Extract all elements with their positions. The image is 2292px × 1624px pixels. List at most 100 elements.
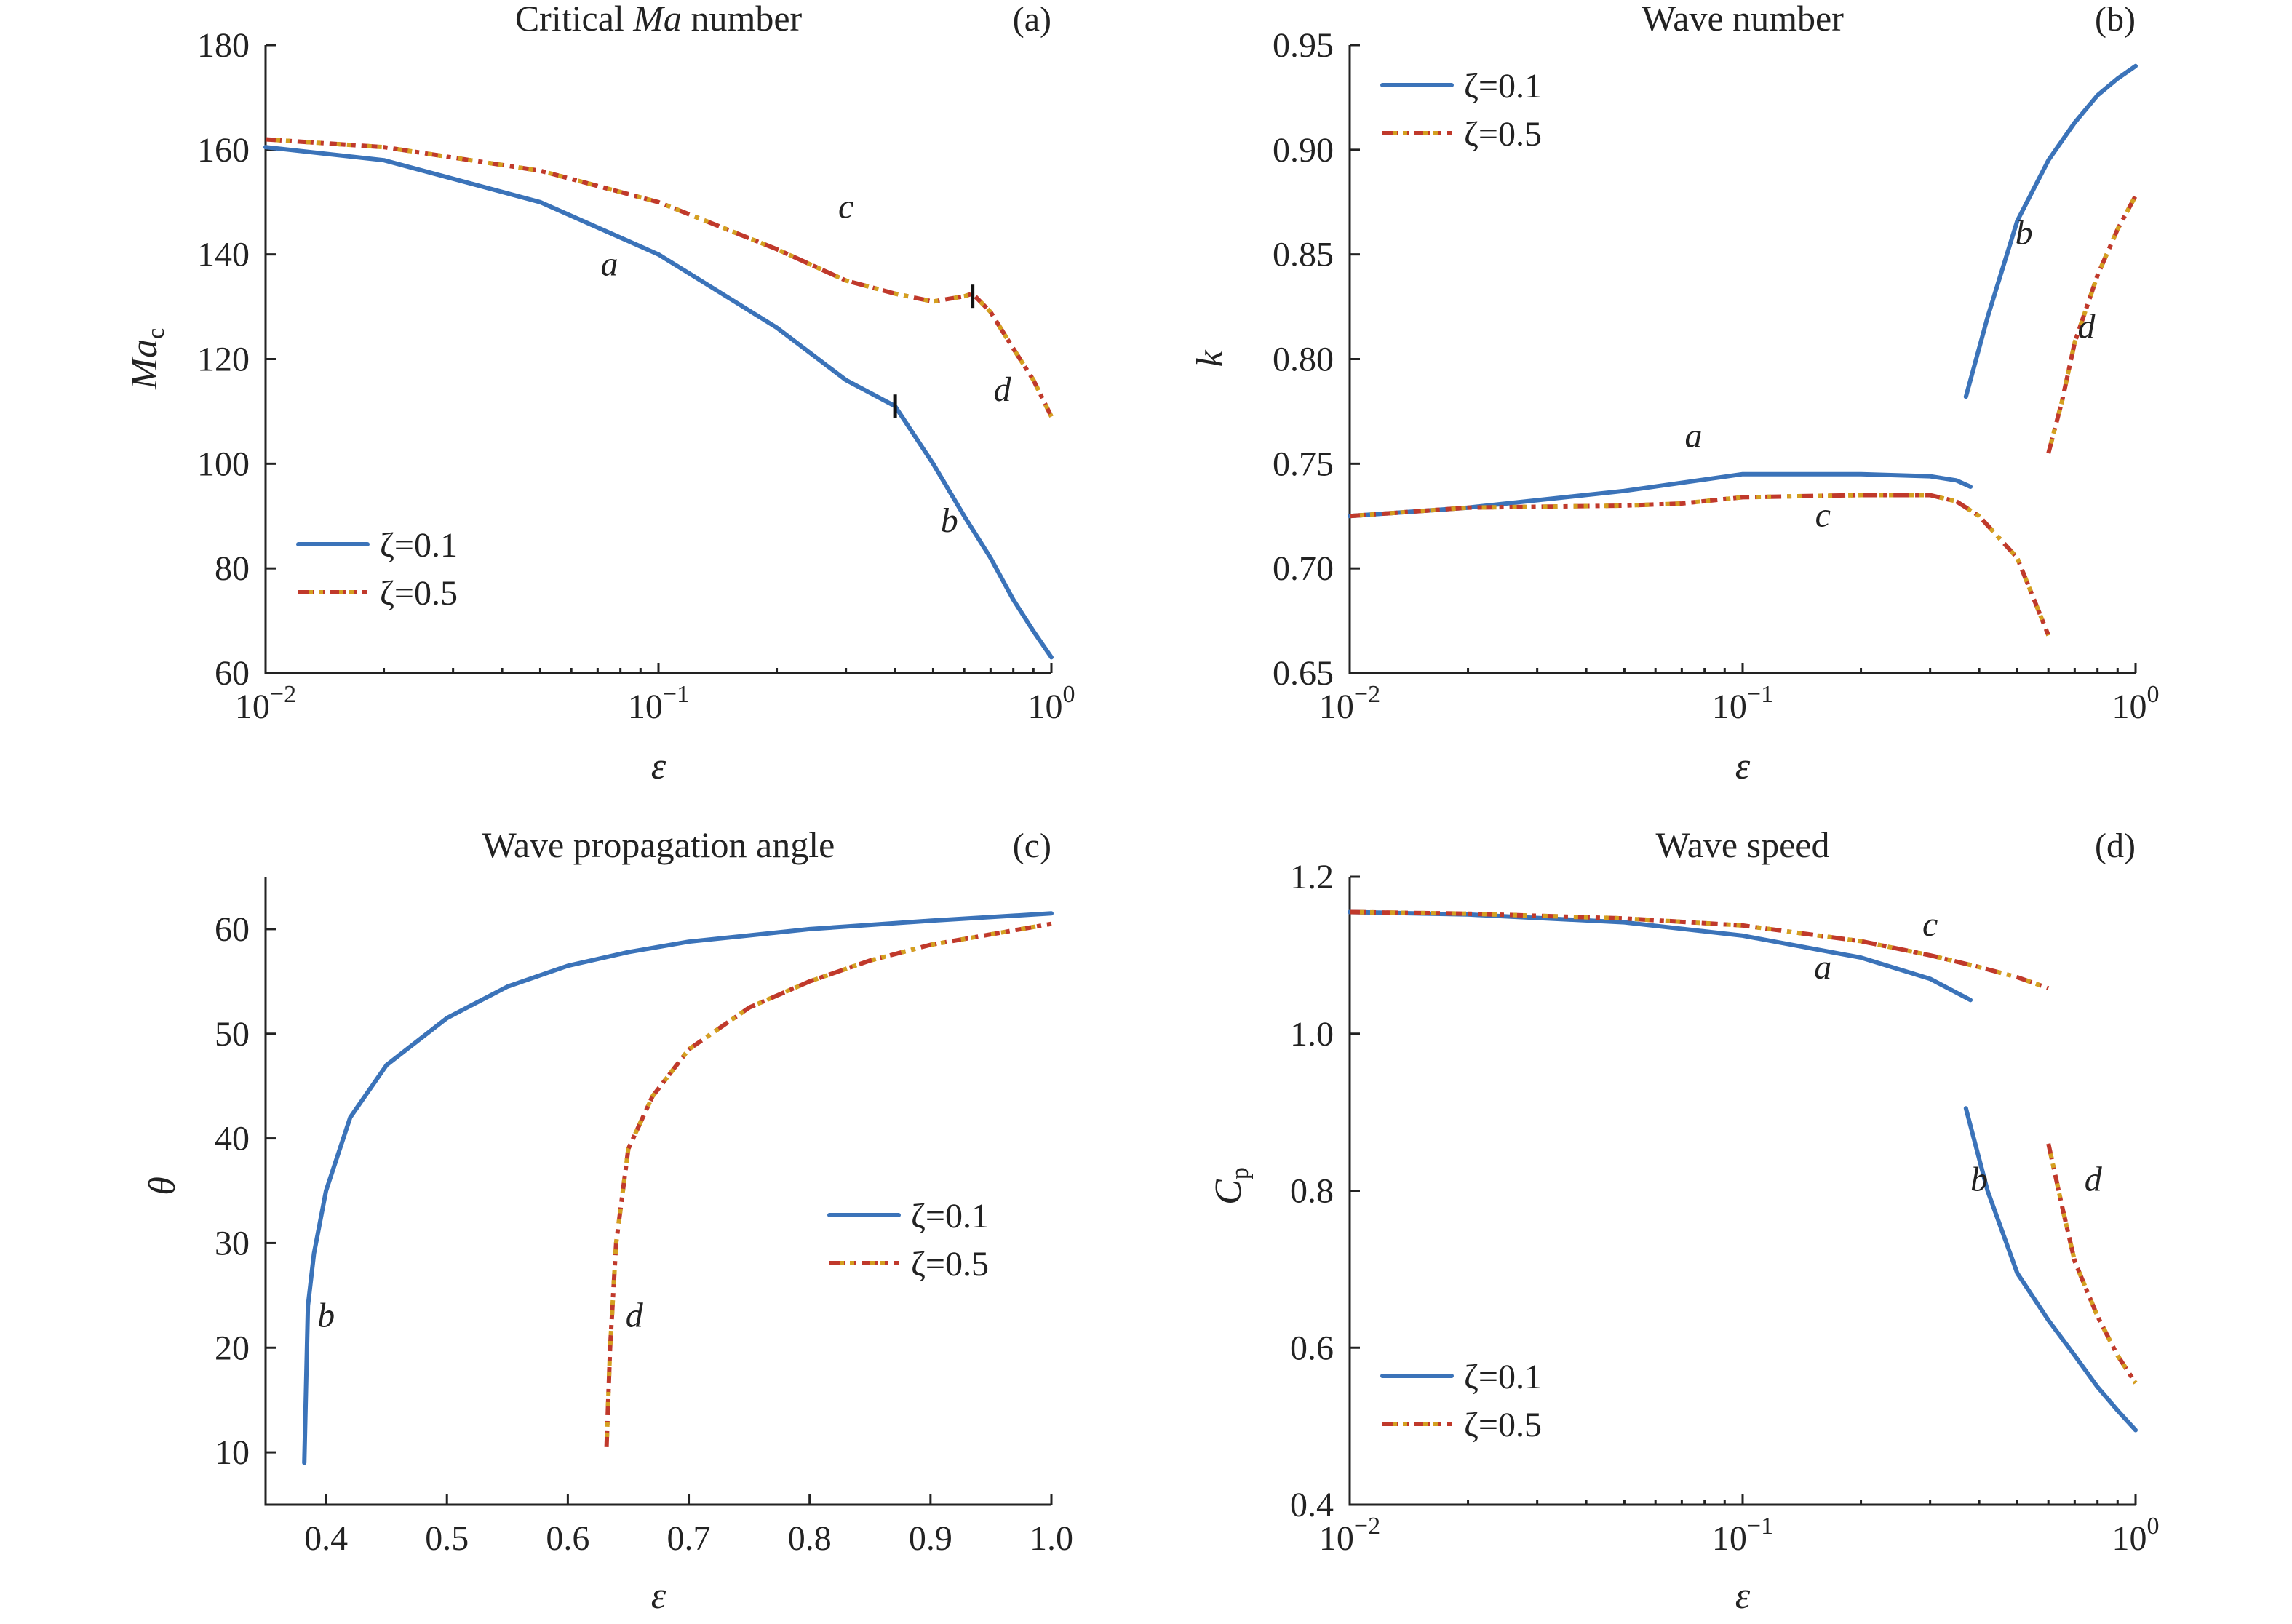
series-line-zeta-0.5-accent (1349, 909, 2050, 991)
y-tick-label: 100 (197, 445, 250, 483)
x-tick-label: 0.8 (788, 1519, 832, 1558)
x-tick-label: 100 (1028, 681, 1075, 726)
series-line-zeta-0.1 (1348, 909, 1973, 1003)
panel-b-xlabel: ε (1735, 746, 1751, 787)
series-line-zeta-0.5 (2046, 194, 2138, 454)
y-tick-label: 60 (215, 654, 250, 693)
y-tick-label: 0.65 (1273, 654, 1334, 693)
y-tick-label: 30 (215, 1224, 250, 1262)
series-line-zeta-0.5 (265, 137, 1054, 418)
x-tick-label: 10−2 (235, 681, 296, 726)
panel-a: Critical Ma number (a) ε Mac 60 80 100 120 1… (124, 0, 1075, 787)
y-tick-label: 0.6 (1290, 1329, 1334, 1367)
series-line-zeta-0.5-accent (604, 921, 1052, 1448)
x-tick-label: 10−1 (1712, 1513, 1773, 1558)
x-tick-label: 100 (2112, 681, 2160, 726)
panel-d-plot: 0.4 0.6 0.8 1.0 1.2 10−2 10−1 100 c a b d ζ=0.1 ζ=0.5 (1290, 858, 2160, 1558)
x-tick-label: 10−2 (1319, 681, 1380, 726)
y-tick-label: 0.95 (1273, 26, 1334, 65)
legend-label: ζ=0.5 (1464, 115, 1542, 154)
curve-annotation: a (1685, 416, 1703, 455)
y-tick-label: 1.2 (1290, 858, 1334, 896)
curve-annotation: a (1814, 948, 1831, 987)
x-tick-label: 100 (2112, 1513, 2160, 1558)
y-tick-label: 140 (197, 236, 250, 274)
curve-annotation: b (317, 1296, 335, 1334)
series-line-zeta-0.5 (1349, 493, 2050, 637)
legend-label: ζ=0.1 (380, 526, 458, 565)
y-tick-label: 40 (215, 1120, 250, 1158)
panel-b-label: (b) (2095, 0, 2136, 39)
panel-c-label: (c) (1013, 827, 1051, 865)
curve-annotation: b (1970, 1161, 1988, 1199)
panel-b-title: Wave number (1642, 0, 1844, 39)
legend-label: ζ=0.5 (1464, 1406, 1542, 1444)
curve-annotation: c (1815, 496, 1831, 535)
panel-d-xlabel: ε (1735, 1575, 1751, 1617)
y-tick-label: 0.8 (1290, 1172, 1334, 1211)
series-line-zeta-0.5 (604, 921, 1052, 1448)
y-tick-label: 1.0 (1290, 1015, 1334, 1054)
series-line-zeta-0.5 (2046, 1143, 2138, 1385)
x-tick-label: 10−1 (628, 681, 689, 726)
curve-annotation: c (838, 187, 853, 226)
series-line-zeta-0.1 (1348, 471, 1973, 519)
x-tick-label: 1.0 (1030, 1519, 1073, 1558)
curve-annotation: c (1922, 905, 1938, 944)
y-tick-label: 0.4 (1290, 1486, 1334, 1524)
panel-c-title: Wave propagation angle (482, 824, 835, 865)
series-line-zeta-0.1 (1963, 63, 2138, 399)
y-tick-label: 0.90 (1273, 131, 1334, 170)
legend-label: ζ=0.1 (1464, 1358, 1542, 1396)
y-tick-label: 0.80 (1273, 341, 1334, 379)
panel-c-plot: 10 20 30 40 50 60 0.4 0.5 0.6 0.7 0.8 0.9 1.0 b d ζ=0.1… (215, 877, 1073, 1558)
curve-annotation: b (941, 501, 958, 540)
x-tick-label: 0.6 (546, 1519, 589, 1558)
series-line-zeta-0.5-accent (2046, 1143, 2138, 1385)
series-line-zeta-0.1 (1963, 1106, 2138, 1433)
panel-d-title: Wave speed (1656, 824, 1830, 865)
panel-b-ylabel: k (1190, 350, 1231, 367)
legend-label: ζ=0.1 (911, 1197, 989, 1235)
panel-c-xlabel: ε (651, 1575, 666, 1617)
axes-frame (264, 877, 1051, 1506)
panel-a-title: Critical Ma number (515, 0, 803, 39)
y-tick-label: 80 (215, 549, 250, 588)
curve-annotation: d (994, 370, 1012, 409)
y-tick-label: 0.75 (1273, 445, 1334, 483)
y-tick-label: 0.85 (1273, 236, 1334, 274)
legend-label: ζ=0.5 (911, 1245, 989, 1283)
x-tick-label: 10−2 (1319, 1513, 1380, 1558)
legend-label: ζ=0.1 (1464, 67, 1542, 106)
curve-annotation: d (2078, 308, 2096, 346)
panel-a-plot: 60 80 100 120 140 160 180 10−2 10−1 100 a c d b ζ=0.1 ζ… (197, 26, 1075, 726)
y-tick-label: 120 (197, 341, 250, 379)
y-tick-label: 0.70 (1273, 549, 1334, 588)
y-tick-label: 50 (215, 1015, 250, 1054)
y-tick-label: 10 (215, 1433, 250, 1472)
panel-d-label: (d) (2095, 827, 2136, 865)
y-tick-label: 160 (197, 131, 250, 170)
panel-a-xlabel: ε (651, 746, 666, 787)
curve-annotation: b (2016, 213, 2033, 252)
y-tick-label: 180 (197, 26, 250, 65)
panel-b-plot: 0.65 0.70 0.75 0.80 0.85 0.90 0.95 10−2 10−1 100 a… (1273, 26, 2160, 726)
x-tick-label: 0.5 (425, 1519, 469, 1558)
series-line-zeta-0.5-accent (1349, 493, 2050, 637)
x-tick-label: 10−1 (1712, 681, 1773, 726)
panel-c: Wave propagation angle (c) ε θ 10 20 30 40 5… (142, 824, 1073, 1617)
series-line-zeta-0.5-accent (265, 137, 1054, 418)
panel-a-label: (a) (1013, 0, 1051, 39)
curve-annotation: d (626, 1296, 644, 1334)
panel-b: Wave number (b) ε k 0.65 0.70 0.75 0.80 0.85… (1190, 0, 2160, 787)
panel-d-ylabel: Cp (1208, 1167, 1254, 1205)
panel-c-ylabel: θ (142, 1177, 183, 1195)
panel-a-ylabel: Mac (124, 328, 170, 390)
legend-label: ζ=0.5 (380, 574, 458, 613)
series-line-zeta-0.1 (302, 911, 1054, 1465)
curve-annotation: a (601, 244, 618, 283)
y-tick-label: 60 (215, 910, 250, 949)
curve-annotation: d (2085, 1161, 2103, 1199)
panel-d: Wave speed (d) ε Cp 0.4 0.6 0.8 1.0 1.2 10−2 1… (1208, 824, 2160, 1617)
